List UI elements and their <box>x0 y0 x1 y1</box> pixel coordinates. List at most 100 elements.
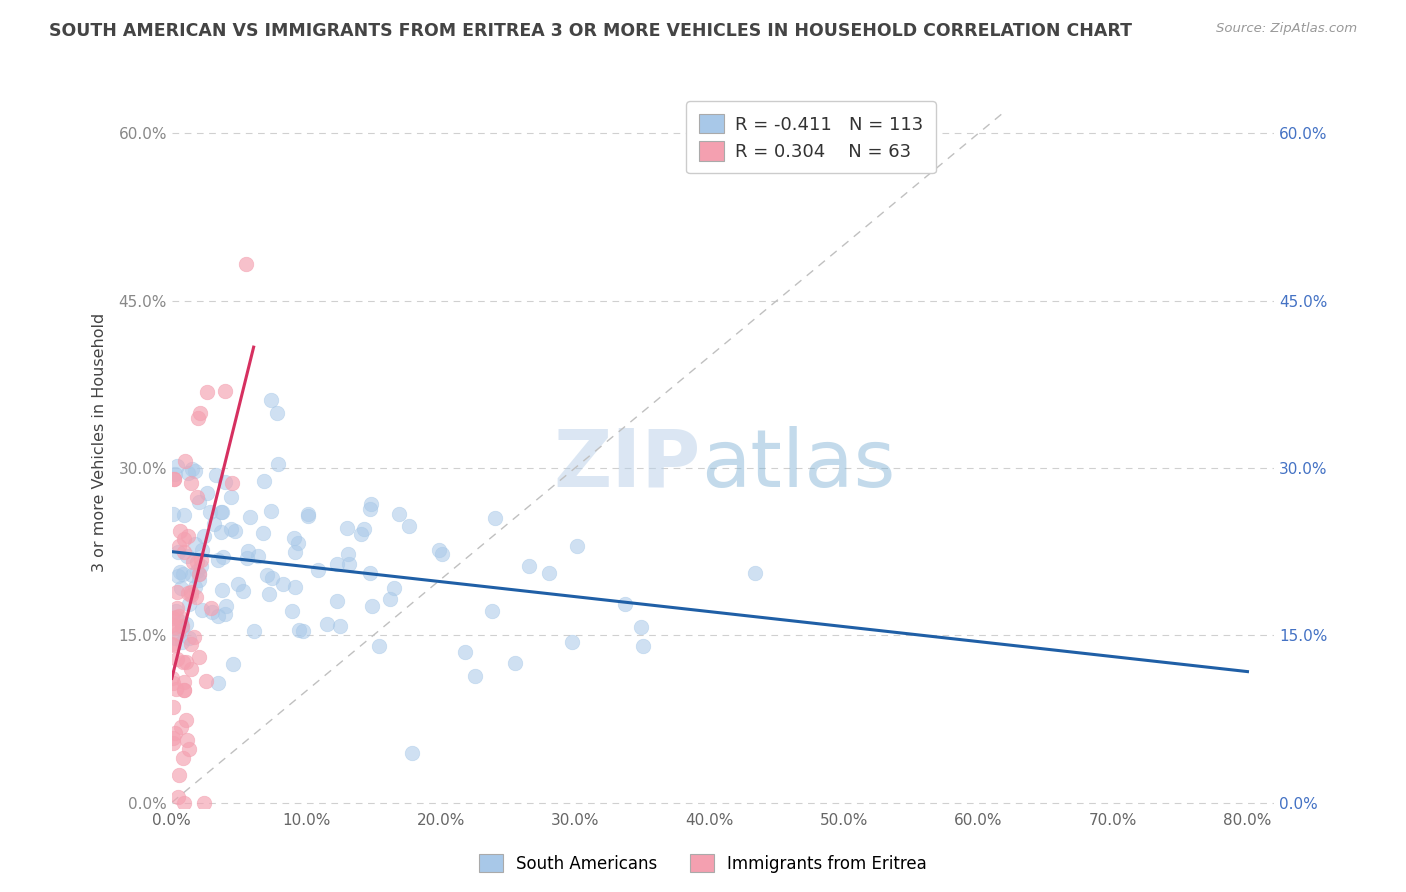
Point <box>242 624 264 638</box>
Point <box>215 599 238 614</box>
Point <box>271 577 294 591</box>
Point <box>503 656 526 670</box>
Point <box>226 577 249 591</box>
Point <box>207 676 229 690</box>
Point <box>173 683 195 698</box>
Point <box>209 505 232 519</box>
Point <box>181 555 204 569</box>
Point <box>211 550 233 565</box>
Point <box>288 623 311 637</box>
Text: Source: ZipAtlas.com: Source: ZipAtlas.com <box>1216 22 1357 36</box>
Point <box>221 475 243 490</box>
Point <box>193 796 215 810</box>
Point <box>427 542 450 557</box>
Point <box>162 699 184 714</box>
Point <box>432 547 454 561</box>
Point <box>188 495 211 509</box>
Point <box>177 742 200 756</box>
Point <box>315 617 337 632</box>
Point <box>398 519 420 533</box>
Point <box>169 539 191 553</box>
Point <box>190 559 212 574</box>
Point <box>190 602 212 616</box>
Point <box>283 545 305 559</box>
Point <box>631 639 654 653</box>
Point <box>166 458 188 473</box>
Point <box>195 486 218 500</box>
Point <box>183 464 205 478</box>
Point <box>193 528 215 542</box>
Point <box>326 558 349 572</box>
Point <box>169 615 191 630</box>
Point <box>267 457 290 471</box>
Point <box>163 467 186 481</box>
Point <box>252 526 274 541</box>
Point <box>186 490 208 504</box>
Point <box>184 580 207 594</box>
Point <box>174 655 197 669</box>
Point <box>200 505 222 519</box>
Point <box>359 566 381 580</box>
Point <box>565 539 588 553</box>
Point <box>388 507 411 521</box>
Point <box>257 587 280 601</box>
Point <box>174 617 197 632</box>
Point <box>173 533 195 547</box>
Point <box>173 682 195 697</box>
Point <box>221 490 243 504</box>
Point <box>173 545 195 559</box>
Point <box>163 726 186 740</box>
Point <box>367 639 389 653</box>
Point <box>205 468 228 483</box>
Point <box>630 620 652 634</box>
Point <box>239 509 262 524</box>
Legend: South Americans, Immigrants from Eritrea: South Americans, Immigrants from Eritrea <box>472 847 934 880</box>
Point <box>260 571 283 585</box>
Point <box>219 522 242 536</box>
Point <box>170 581 193 595</box>
Point <box>287 535 309 549</box>
Point <box>186 555 208 569</box>
Point <box>292 624 315 639</box>
Point <box>165 610 187 624</box>
Point <box>202 517 225 532</box>
Point <box>401 746 423 760</box>
Point <box>188 566 211 581</box>
Point <box>172 621 194 635</box>
Point <box>224 524 246 538</box>
Point <box>176 733 198 747</box>
Y-axis label: 3 or more Vehicles in Household: 3 or more Vehicles in Household <box>93 313 107 573</box>
Point <box>167 609 190 624</box>
Point <box>170 720 193 734</box>
Point <box>180 587 202 601</box>
Point <box>297 507 319 521</box>
Point <box>166 601 188 615</box>
Point <box>163 619 186 633</box>
Point <box>236 543 259 558</box>
Point <box>266 406 288 420</box>
Point <box>162 736 184 750</box>
Point <box>183 537 205 551</box>
Point <box>259 504 281 518</box>
Point <box>256 568 278 582</box>
Point <box>614 597 637 611</box>
Point <box>162 618 184 632</box>
Point <box>162 675 184 690</box>
Point <box>284 580 307 594</box>
Point <box>180 585 202 599</box>
Point <box>183 631 205 645</box>
Point <box>172 567 194 582</box>
Point <box>329 619 352 633</box>
Point <box>173 796 195 810</box>
Point <box>201 605 224 619</box>
Point <box>517 558 540 573</box>
Point <box>361 599 384 614</box>
Point <box>169 565 191 579</box>
Point <box>246 549 269 564</box>
Point <box>214 475 236 490</box>
Point <box>187 411 209 425</box>
Point <box>484 511 506 525</box>
Point <box>165 632 187 646</box>
Point <box>176 549 198 563</box>
Point <box>260 392 283 407</box>
